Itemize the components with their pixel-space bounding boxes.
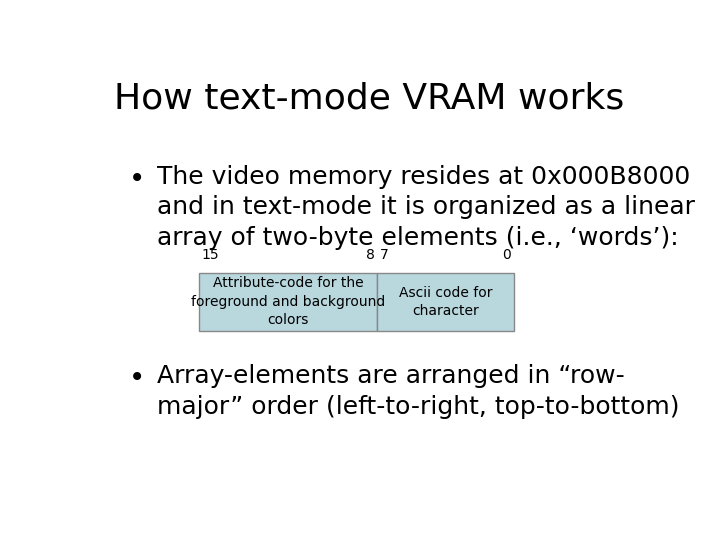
Text: •: • [129, 364, 145, 392]
FancyBboxPatch shape [377, 273, 514, 331]
Text: How text-mode VRAM works: How text-mode VRAM works [114, 82, 624, 116]
Text: 7: 7 [380, 248, 389, 262]
Text: 0: 0 [503, 248, 511, 262]
Text: 8: 8 [366, 248, 374, 262]
Text: The video memory resides at 0x000B8000
and in text-mode it is organized as a lin: The video memory resides at 0x000B8000 a… [157, 165, 695, 250]
Text: Array-elements are arranged in “row-
major” order (left-to-right, top-to-bottom): Array-elements are arranged in “row- maj… [157, 364, 680, 419]
Text: Attribute-code for the
foreground and background
colors: Attribute-code for the foreground and ba… [191, 276, 385, 327]
Text: Ascii code for
character: Ascii code for character [399, 286, 492, 318]
Text: •: • [129, 165, 145, 193]
FancyBboxPatch shape [199, 273, 377, 331]
Text: 15: 15 [202, 248, 219, 262]
